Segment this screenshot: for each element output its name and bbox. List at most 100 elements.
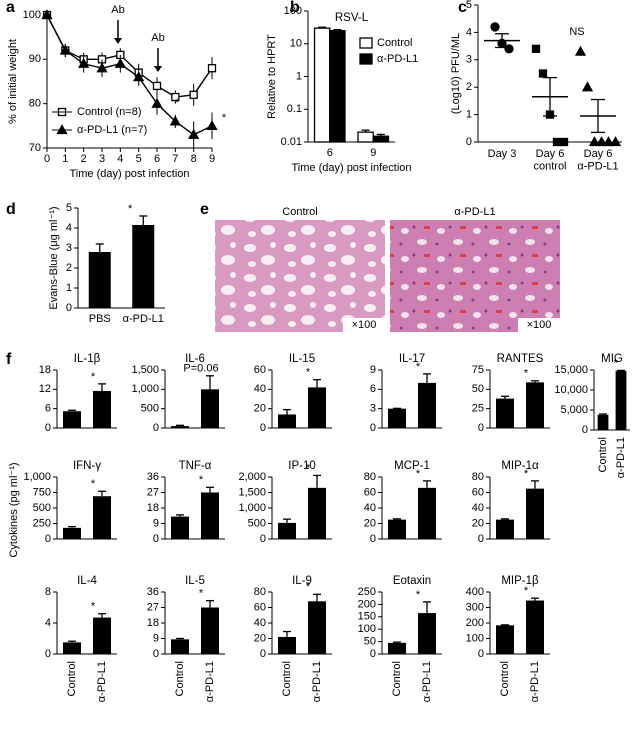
- y-tick-label: 0: [153, 422, 159, 434]
- series-line: [46, 14, 213, 136]
- annotation: *: [175, 97, 180, 109]
- chart-title: IL-15: [289, 353, 315, 365]
- annotation: *: [306, 367, 311, 379]
- point: [169, 115, 181, 126]
- bar: [372, 135, 390, 143]
- magnification: ×100: [527, 319, 552, 331]
- bar: [93, 496, 111, 539]
- x-tick-label: α-PD-L1: [615, 437, 627, 478]
- panel-letter: a: [6, 0, 15, 16]
- point: [588, 136, 601, 147]
- y-tick-label: 40: [254, 617, 266, 629]
- legend-label: α-PD-L1: [377, 53, 418, 65]
- chart-title: RSV-L: [335, 12, 369, 24]
- y-tick-label: 0: [478, 422, 484, 434]
- x-tick-label: 8: [191, 153, 197, 165]
- y-tick-label: 80: [364, 471, 376, 483]
- y-axis-label: % of initial weight: [7, 39, 19, 124]
- bar: [597, 414, 609, 430]
- y-tick-label: 0: [478, 648, 484, 660]
- y-tick-label: 0: [370, 648, 376, 660]
- bar: [357, 131, 374, 143]
- y-tick-label: 60: [472, 486, 484, 498]
- annotation: *: [416, 468, 421, 480]
- annotation: Ab: [151, 32, 164, 44]
- y-axis-label: (Log10) PFU/ML: [450, 33, 462, 114]
- bar: [63, 642, 81, 654]
- x-tick-label: Control: [499, 661, 511, 696]
- annotation: *: [306, 581, 311, 593]
- bar: [88, 252, 111, 308]
- y-tick-label: 4: [45, 617, 51, 629]
- y-tick-label: 0: [45, 533, 51, 545]
- y-tick-label: 1,500: [238, 486, 266, 498]
- bar: [308, 487, 326, 539]
- y-tick-label: 1,500: [131, 364, 159, 376]
- bar: [171, 516, 189, 539]
- y-tick-label: 40: [254, 383, 266, 395]
- x-tick-label: 5: [136, 153, 142, 165]
- bar: [93, 390, 111, 428]
- x-tick-label: 7: [172, 153, 178, 165]
- y-tick-label: 0: [260, 422, 266, 434]
- y-tick-label: 12: [39, 383, 51, 395]
- y-tick-label: 20: [254, 632, 266, 644]
- chart-title: IL-5: [185, 575, 205, 587]
- bar: [615, 370, 627, 430]
- y-axis-label: Cytokines (pg ml⁻¹): [8, 462, 20, 557]
- y-tick-label: 20: [472, 517, 484, 529]
- y-tick-label: 0.01: [281, 136, 302, 148]
- y-tick-label: 0.1: [287, 103, 302, 115]
- y-tick-label: 0: [45, 422, 51, 434]
- x-tick-label: 6: [327, 147, 333, 159]
- legend-label: α-PD-L1 (n=7): [77, 124, 147, 136]
- annotation: *: [222, 112, 227, 124]
- annotation: *: [199, 588, 204, 600]
- magnification-box: [343, 318, 385, 332]
- point: [559, 137, 569, 147]
- bar: [63, 527, 81, 539]
- y-tick-label: 80: [472, 471, 484, 483]
- bar: [496, 625, 514, 654]
- y-tick-label: 18: [39, 364, 51, 376]
- annotation: *: [416, 361, 421, 373]
- annotation: *: [91, 478, 96, 490]
- annotation: *: [524, 468, 529, 480]
- bar: [63, 411, 81, 428]
- y-tick-label: 0: [260, 533, 266, 545]
- annotation: *: [91, 371, 96, 383]
- point: [609, 136, 622, 147]
- bar: [132, 225, 155, 308]
- bar: [526, 488, 544, 539]
- panel-letter: f: [6, 351, 12, 368]
- x-tick-label: Control: [281, 661, 293, 696]
- y-tick-label: 0: [370, 422, 376, 434]
- legend-label: Control: [377, 37, 412, 49]
- bar: [313, 27, 331, 143]
- x-tick-label: 1: [62, 153, 68, 165]
- bar: [308, 601, 326, 654]
- y-tick-label: 0: [153, 648, 159, 660]
- y-tick-label: 90: [29, 53, 41, 65]
- x-tick-label: α-PD-L1: [311, 661, 323, 702]
- annotation: NS: [569, 26, 584, 38]
- point: [114, 57, 126, 68]
- point: [595, 136, 608, 147]
- legend-label: Control (n=8): [77, 106, 142, 118]
- point: [581, 81, 594, 92]
- y-tick-label: 40: [364, 502, 376, 514]
- annotation: *: [91, 601, 96, 613]
- chart-title: IP-10: [288, 460, 316, 472]
- x-tick-label: 6: [154, 153, 160, 165]
- chart-title: Eotaxin: [393, 575, 431, 587]
- bar: [388, 408, 406, 428]
- x-tick-label: α-PD-L1: [204, 661, 216, 702]
- y-tick-label: 36: [147, 471, 159, 483]
- bar: [496, 519, 514, 539]
- y-tick-label: 60: [364, 486, 376, 498]
- y-tick-label: 10,000: [554, 384, 588, 396]
- y-tick-label: 60: [254, 364, 266, 376]
- annotation: P=0.06: [183, 363, 218, 375]
- y-tick-label: 0: [370, 533, 376, 545]
- point: [151, 97, 163, 108]
